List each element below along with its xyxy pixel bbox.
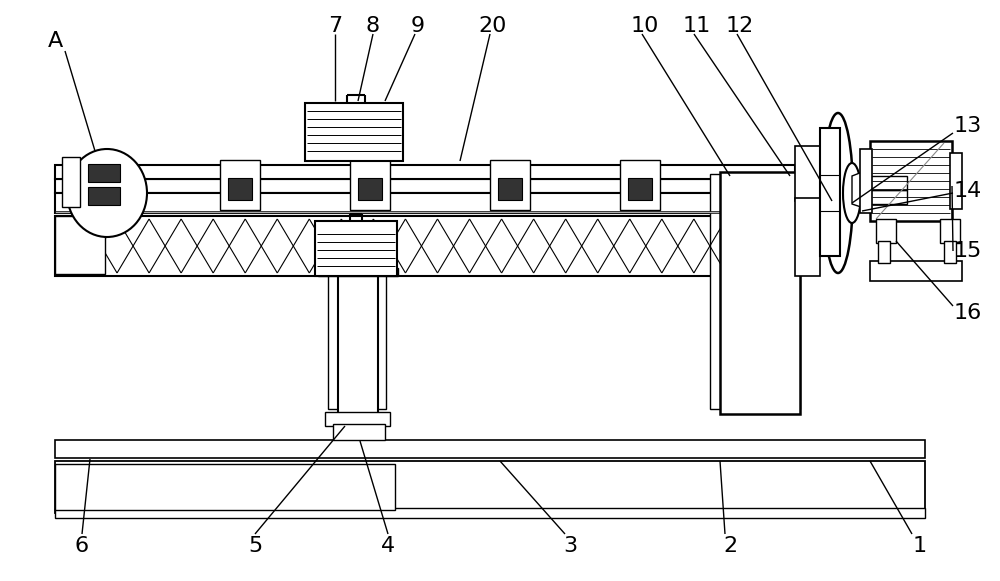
Text: 9: 9 — [411, 16, 425, 36]
Bar — [228, 178, 252, 200]
Bar — [318, 268, 398, 276]
Bar — [55, 508, 925, 518]
Bar — [795, 198, 820, 276]
Bar — [870, 141, 952, 221]
Bar — [62, 157, 80, 207]
Bar — [55, 216, 105, 274]
Text: 8: 8 — [366, 16, 380, 36]
Bar — [950, 153, 962, 209]
Bar — [305, 103, 403, 161]
Text: 5: 5 — [248, 536, 262, 556]
Bar — [315, 221, 397, 276]
Polygon shape — [852, 169, 870, 210]
Bar — [358, 178, 382, 200]
Bar — [870, 261, 962, 281]
Ellipse shape — [67, 149, 147, 237]
Ellipse shape — [823, 113, 853, 273]
Bar — [88, 187, 120, 205]
Bar — [55, 464, 395, 510]
Text: 4: 4 — [381, 536, 395, 556]
Bar — [55, 440, 925, 458]
Bar — [55, 179, 795, 193]
Bar — [498, 178, 522, 200]
Bar — [338, 269, 378, 414]
Text: 2: 2 — [723, 536, 737, 556]
Bar — [55, 195, 795, 211]
Text: 6: 6 — [75, 536, 89, 556]
Bar — [852, 176, 907, 190]
Text: 12: 12 — [726, 16, 754, 36]
Bar — [490, 160, 530, 210]
Bar — [55, 165, 795, 179]
Bar — [88, 164, 120, 182]
Bar — [328, 271, 386, 409]
Text: 14: 14 — [954, 181, 982, 201]
Bar — [940, 219, 960, 243]
Text: 3: 3 — [563, 536, 577, 556]
Text: A: A — [47, 31, 63, 51]
Text: 10: 10 — [631, 16, 659, 36]
Bar — [628, 178, 652, 200]
Bar — [220, 160, 260, 210]
Text: 15: 15 — [954, 241, 982, 261]
Text: 11: 11 — [683, 16, 711, 36]
Bar — [944, 241, 956, 263]
Bar — [325, 412, 390, 426]
Bar — [852, 190, 907, 204]
Bar — [710, 174, 800, 409]
Text: 7: 7 — [328, 16, 342, 36]
Bar — [620, 160, 660, 210]
Bar — [55, 193, 795, 213]
Bar — [350, 160, 390, 210]
Bar — [878, 241, 890, 263]
Text: 16: 16 — [954, 303, 982, 323]
Bar — [860, 149, 872, 213]
Ellipse shape — [843, 163, 861, 223]
Text: 13: 13 — [954, 116, 982, 136]
Text: 1: 1 — [913, 536, 927, 556]
Bar — [55, 211, 795, 213]
Bar — [795, 146, 825, 201]
Bar — [820, 128, 840, 256]
Bar — [333, 424, 385, 440]
Bar — [876, 219, 896, 243]
Bar — [55, 216, 795, 276]
Text: 20: 20 — [479, 16, 507, 36]
Bar — [55, 461, 925, 513]
Bar — [720, 172, 800, 414]
